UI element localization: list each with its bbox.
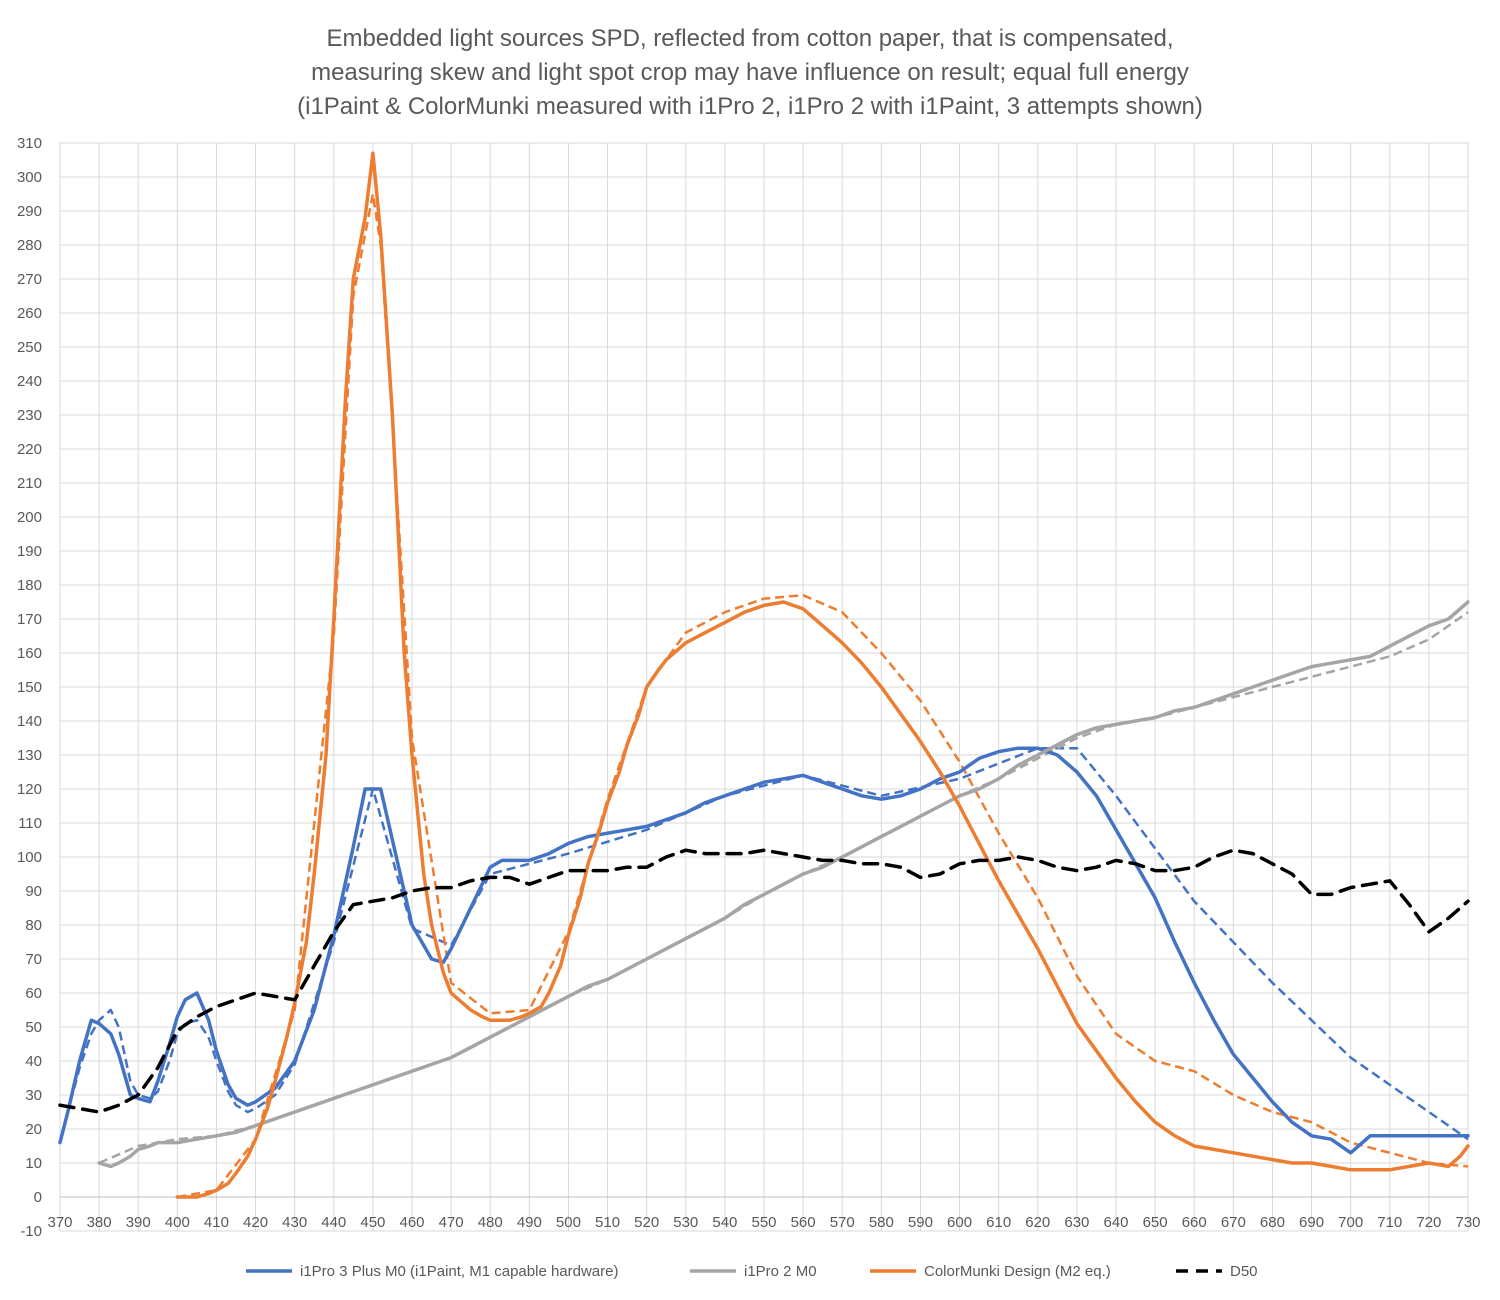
x-tick-label: 480 [478,1214,503,1231]
x-tick-label: 620 [1025,1214,1050,1231]
x-tick-label: 380 [87,1214,112,1231]
x-tick-label: 580 [869,1214,894,1231]
y-tick-label: 10 [25,1155,42,1172]
x-tick-label: 470 [439,1214,464,1231]
x-tick-label: 600 [947,1214,972,1231]
chart-title-line-3: (i1Paint & ColorMunki measured with i1Pr… [297,93,1203,120]
x-tick-label: 560 [791,1214,816,1231]
series-attempt-line [98,611,1469,1165]
chart-title: Embedded light sources SPD, reflected fr… [0,22,1500,124]
y-tick-label: 130 [17,747,42,764]
y-tick-label: 210 [17,475,42,492]
x-tick-label: 500 [556,1214,581,1231]
x-tick-label: 520 [634,1214,659,1231]
y-tick-label: 310 [17,135,42,152]
y-tick-label: 50 [25,1019,42,1036]
chart-title-line-1: Embedded light sources SPD, reflected fr… [326,25,1174,52]
y-tick-label: 270 [17,271,42,288]
y-tick-label: 120 [17,781,42,798]
series-line-3 [58,848,1470,1114]
x-tick-label: 440 [321,1214,346,1231]
y-tick-label: 80 [25,917,42,934]
x-tick-label: 660 [1182,1214,1207,1231]
x-tick-label: 510 [595,1214,620,1231]
x-tick-label: 390 [126,1214,151,1231]
series-layer [58,151,1470,1199]
x-axis-ticks: 370 380 390 400 410 420 430 440 450 460 470 480 490 5… [47,1214,1480,1231]
legend-label: D50 [1230,1263,1258,1280]
x-tick-label: 610 [986,1214,1011,1231]
x-tick-label: 570 [830,1214,855,1231]
y-tick-label: 300 [17,169,42,186]
x-tick-label: 460 [399,1214,424,1231]
x-tick-label: 730 [1455,1214,1480,1231]
x-tick-label: 700 [1338,1214,1363,1231]
y-tick-label: 150 [17,679,42,696]
x-tick-label: 450 [360,1214,385,1231]
x-tick-label: 400 [165,1214,190,1231]
chart-title-line-2: measuring skew and light spot crop may h… [311,59,1189,86]
legend-label: ColorMunki Design (M2 eq.) [924,1263,1111,1280]
y-tick-label: 280 [17,237,42,254]
y-tick-label: 220 [17,441,42,458]
x-tick-label: 690 [1299,1214,1324,1231]
x-tick-label: 650 [1143,1214,1168,1231]
x-tick-label: 540 [712,1214,737,1231]
y-tick-label: 180 [17,577,42,594]
series-attempt-line [177,192,1469,1199]
grid [59,142,1469,1232]
x-tick-label: 630 [1064,1214,1089,1231]
series-line-2 [175,151,1470,1199]
y-tick-label: 230 [17,407,42,424]
y-tick-label: 90 [25,883,42,900]
x-tick-label: 430 [282,1214,307,1231]
legend-label: i1Pro 2 M0 [744,1263,817,1280]
y-tick-label: 240 [17,373,42,390]
y-axis-ticks: -10 0 10 20 30 40 50 60 70 80 90 100 110 120 130 140 150… [17,135,42,1240]
x-tick-label: 530 [673,1214,698,1231]
series-attempt-line [58,746,1469,1143]
y-tick-label: 110 [18,815,42,832]
y-tick-label: 40 [25,1053,42,1070]
legend: i1Pro 3 Plus M0 (i1Paint, M1 capable har… [246,1263,1258,1280]
x-tick-label: 670 [1221,1214,1246,1231]
x-tick-label: 550 [751,1214,776,1231]
x-tick-label: 710 [1377,1214,1402,1231]
y-tick-label: 20 [25,1121,42,1138]
legend-label: i1Pro 3 Plus M0 (i1Paint, M1 capable har… [300,1263,619,1280]
y-tick-label: 290 [17,203,42,220]
y-tick-label: 200 [17,509,42,526]
y-tick-label: 60 [25,985,42,1002]
x-tick-label: 680 [1260,1214,1285,1231]
y-tick-label: 140 [17,713,42,730]
series-line-0 [58,746,1470,1155]
y-tick-label: 260 [17,305,42,322]
y-tick-label: 30 [25,1087,42,1104]
x-tick-label: 490 [517,1214,542,1231]
x-tick-label: 720 [1416,1214,1441,1231]
x-tick-label: 370 [47,1214,72,1231]
y-tick-label: -10 [20,1223,42,1240]
y-tick-label: 190 [17,543,42,560]
x-tick-label: 420 [243,1214,268,1231]
x-tick-label: 640 [1103,1214,1128,1231]
x-tick-label: 410 [204,1214,229,1231]
y-tick-label: 160 [17,645,42,662]
y-tick-label: 170 [17,611,42,628]
y-tick-label: 100 [17,849,42,866]
x-tick-label: 590 [908,1214,933,1231]
y-tick-label: 0 [34,1189,42,1206]
y-tick-label: 250 [17,339,42,356]
y-tick-label: 70 [25,951,42,968]
